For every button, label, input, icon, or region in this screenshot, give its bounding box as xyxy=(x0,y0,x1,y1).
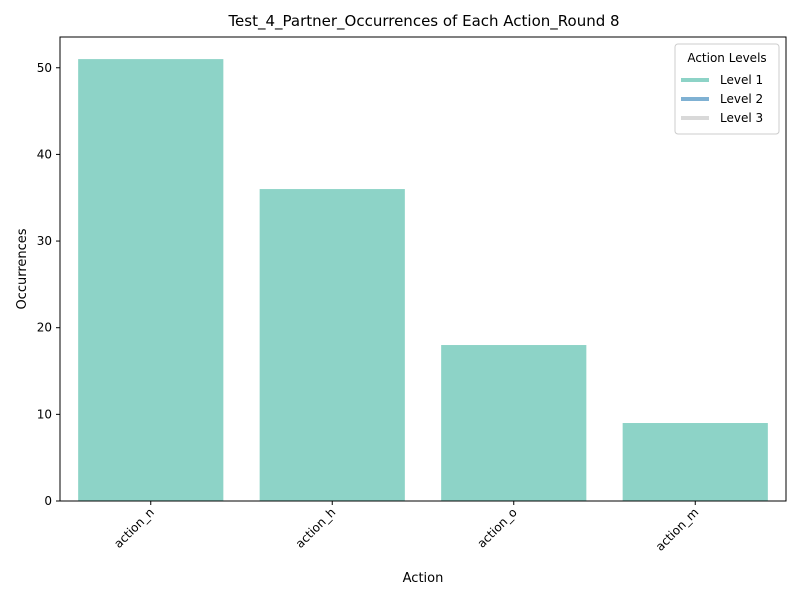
x-tick-label: action_o xyxy=(474,505,519,550)
bar-action_n xyxy=(78,59,224,501)
legend-entries: Level 1 Level 2 Level 3 xyxy=(681,73,763,125)
y-tick-label: 20 xyxy=(37,321,52,335)
y-tick-label: 30 xyxy=(37,234,52,248)
y-axis-label: Occurrences xyxy=(15,228,30,309)
x-tick-label: action_m xyxy=(653,505,702,554)
legend-label: Level 1 xyxy=(720,73,763,87)
legend: Action Levels Level 1 Level 2 Level 3 xyxy=(674,43,780,135)
legend-label: Level 3 xyxy=(720,111,763,125)
y-tick-label: 0 xyxy=(44,494,52,508)
y-tick-label: 10 xyxy=(37,407,52,421)
y-tick-label: 40 xyxy=(37,147,52,161)
plot-frame xyxy=(59,36,787,502)
bars-group xyxy=(78,59,768,501)
bar-action_m xyxy=(622,423,768,501)
y-tick-label: 50 xyxy=(37,61,52,75)
chart-title: Test_4_Partner_Occurrences of Each Actio… xyxy=(227,12,619,31)
x-tick-label: action_h xyxy=(293,505,339,551)
bar-action_o xyxy=(441,345,587,501)
x-axis-label: Action xyxy=(403,571,444,586)
bar-action_h xyxy=(259,189,405,501)
y-axis-ticks: 0 10 20 30 40 50 xyxy=(37,61,60,508)
legend-frame xyxy=(674,43,780,135)
legend-title: Action Levels xyxy=(687,51,766,65)
legend-label: Level 2 xyxy=(720,92,763,106)
x-tick-label: action_n xyxy=(111,505,157,551)
x-axis-ticks: action_n action_h action_o action_m xyxy=(111,501,701,554)
